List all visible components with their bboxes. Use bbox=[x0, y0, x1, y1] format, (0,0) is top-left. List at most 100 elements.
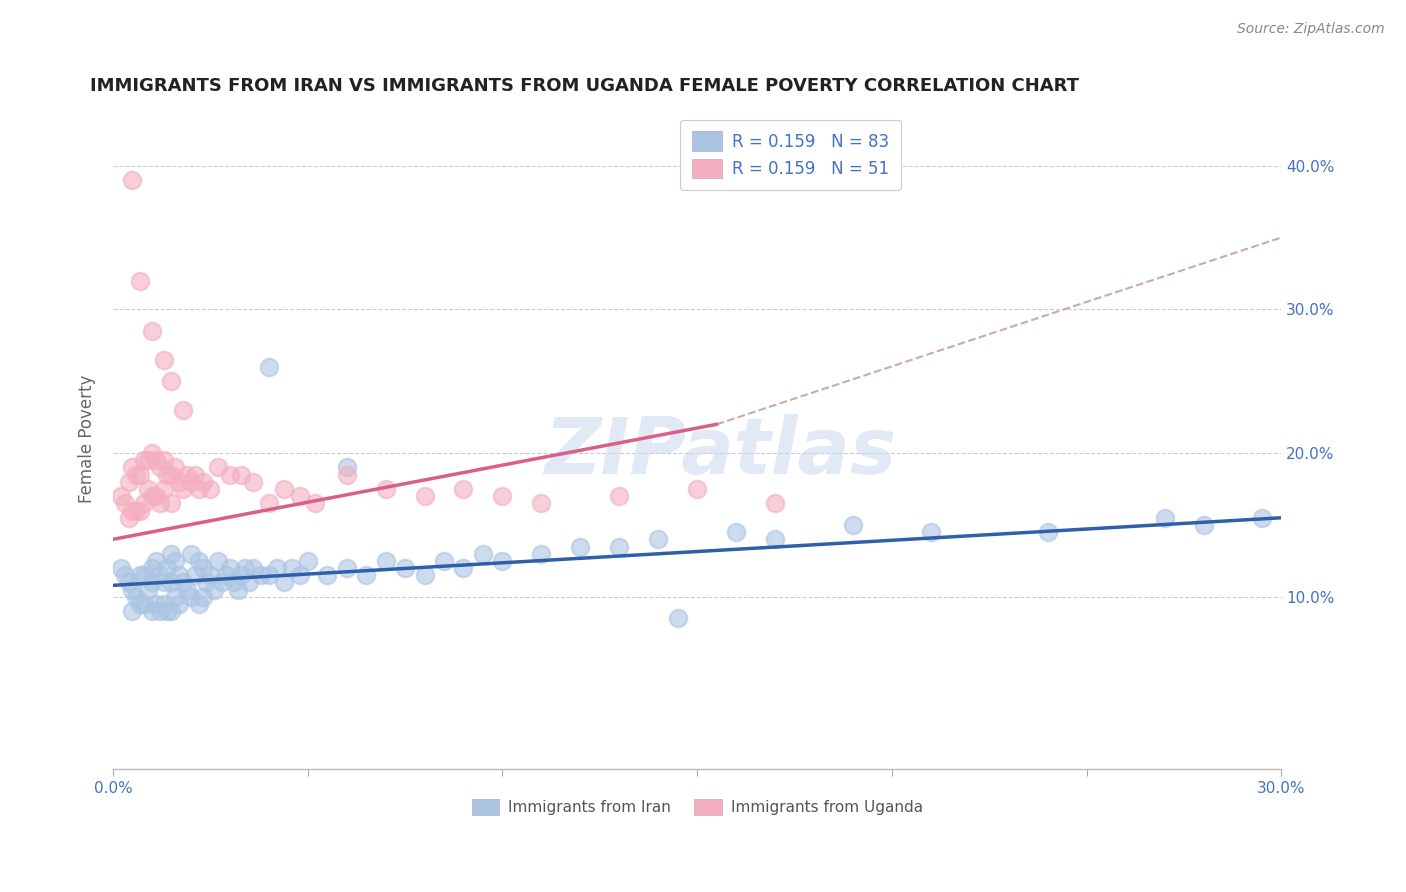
Point bbox=[152, 482, 174, 496]
Point bbox=[304, 496, 326, 510]
Point bbox=[1192, 518, 1215, 533]
Point bbox=[183, 467, 205, 482]
Point bbox=[132, 568, 155, 582]
Point bbox=[165, 460, 187, 475]
Point bbox=[141, 324, 163, 338]
Point bbox=[152, 597, 174, 611]
Point bbox=[297, 554, 319, 568]
Point bbox=[215, 568, 238, 582]
Point bbox=[110, 489, 132, 503]
Point bbox=[187, 597, 209, 611]
Point bbox=[129, 568, 152, 582]
Point bbox=[336, 467, 359, 482]
Point bbox=[167, 475, 190, 489]
Point bbox=[156, 604, 179, 618]
Point bbox=[238, 575, 260, 590]
Point bbox=[1036, 525, 1059, 540]
Point bbox=[257, 568, 280, 582]
Point bbox=[136, 582, 159, 597]
Point bbox=[354, 568, 377, 582]
Point bbox=[530, 496, 553, 510]
Point bbox=[725, 525, 748, 540]
Point bbox=[149, 460, 172, 475]
Point bbox=[231, 568, 253, 582]
Point bbox=[117, 475, 139, 489]
Point bbox=[607, 540, 630, 554]
Point bbox=[763, 496, 786, 510]
Point bbox=[165, 554, 187, 568]
Point bbox=[242, 475, 264, 489]
Point bbox=[129, 274, 152, 288]
Point bbox=[491, 554, 513, 568]
Point bbox=[666, 611, 689, 625]
Point bbox=[288, 568, 311, 582]
Point bbox=[207, 460, 229, 475]
Point bbox=[200, 568, 222, 582]
Point bbox=[160, 374, 183, 388]
Point bbox=[152, 575, 174, 590]
Point bbox=[156, 467, 179, 482]
Point bbox=[141, 446, 163, 460]
Point bbox=[218, 467, 240, 482]
Point bbox=[165, 590, 187, 604]
Point bbox=[235, 561, 257, 575]
Point bbox=[110, 561, 132, 575]
Point bbox=[242, 561, 264, 575]
Point bbox=[160, 496, 183, 510]
Point bbox=[167, 597, 190, 611]
Point bbox=[250, 568, 273, 582]
Point bbox=[222, 575, 245, 590]
Point bbox=[202, 582, 225, 597]
Point bbox=[842, 518, 865, 533]
Point bbox=[145, 489, 167, 503]
Point bbox=[141, 561, 163, 575]
Point bbox=[647, 533, 669, 547]
Point bbox=[471, 547, 494, 561]
Point bbox=[281, 561, 304, 575]
Point bbox=[211, 575, 233, 590]
Point bbox=[453, 482, 475, 496]
Point bbox=[121, 582, 143, 597]
Point bbox=[226, 582, 249, 597]
Point bbox=[266, 561, 288, 575]
Point bbox=[129, 597, 152, 611]
Point bbox=[152, 453, 174, 467]
Point bbox=[413, 568, 436, 582]
Point bbox=[121, 503, 143, 517]
Point bbox=[160, 575, 183, 590]
Point bbox=[920, 525, 942, 540]
Point bbox=[145, 554, 167, 568]
Point bbox=[394, 561, 416, 575]
Point bbox=[172, 482, 194, 496]
Point bbox=[763, 533, 786, 547]
Point bbox=[125, 590, 148, 604]
Point bbox=[686, 482, 709, 496]
Point bbox=[453, 561, 475, 575]
Point bbox=[114, 496, 136, 510]
Point bbox=[180, 590, 202, 604]
Point bbox=[336, 561, 359, 575]
Point bbox=[156, 561, 179, 575]
Point bbox=[257, 496, 280, 510]
Text: ZIPatlas: ZIPatlas bbox=[544, 414, 897, 490]
Text: IMMIGRANTS FROM IRAN VS IMMIGRANTS FROM UGANDA FEMALE POVERTY CORRELATION CHART: IMMIGRANTS FROM IRAN VS IMMIGRANTS FROM … bbox=[90, 78, 1078, 95]
Point bbox=[132, 453, 155, 467]
Point bbox=[195, 575, 218, 590]
Point bbox=[136, 453, 159, 467]
Point bbox=[129, 467, 152, 482]
Point bbox=[117, 510, 139, 524]
Point bbox=[167, 568, 190, 582]
Point bbox=[149, 496, 172, 510]
Point bbox=[132, 597, 155, 611]
Point bbox=[187, 482, 209, 496]
Point bbox=[160, 467, 183, 482]
Point bbox=[136, 482, 159, 496]
Legend: Immigrants from Iran, Immigrants from Uganda: Immigrants from Iran, Immigrants from Ug… bbox=[465, 793, 929, 822]
Point bbox=[607, 489, 630, 503]
Point bbox=[1251, 510, 1274, 524]
Point bbox=[257, 359, 280, 374]
Point bbox=[218, 561, 240, 575]
Text: Source: ZipAtlas.com: Source: ZipAtlas.com bbox=[1237, 22, 1385, 37]
Point bbox=[191, 561, 214, 575]
Point bbox=[132, 496, 155, 510]
